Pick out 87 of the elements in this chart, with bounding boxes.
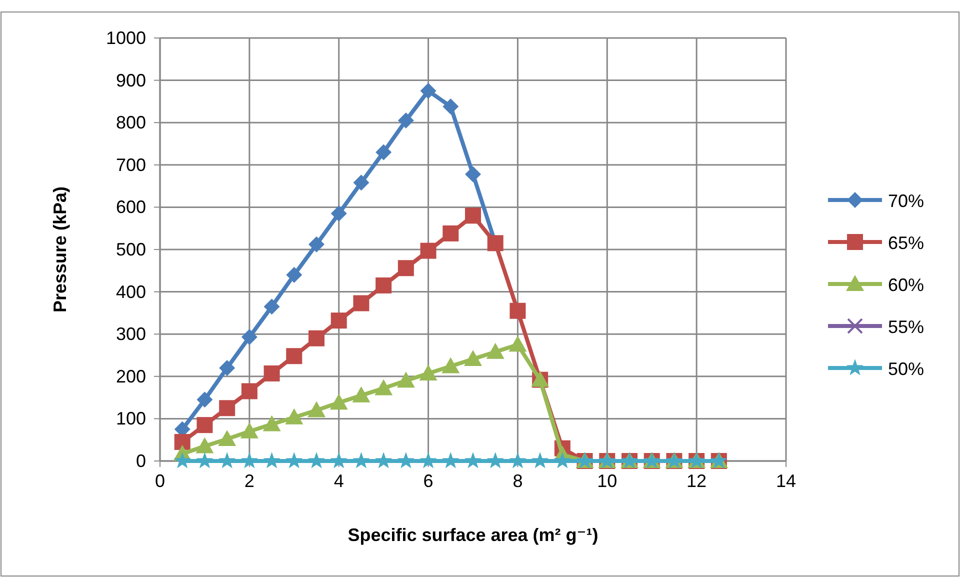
point	[353, 174, 370, 191]
point	[286, 348, 302, 364]
point	[396, 372, 415, 388]
point	[330, 312, 347, 329]
legend-label: 55%	[888, 317, 924, 337]
point	[352, 452, 370, 468]
point	[508, 336, 527, 352]
point	[352, 386, 370, 402]
point	[464, 350, 482, 366]
point	[264, 365, 280, 382]
point	[219, 400, 236, 416]
point	[241, 383, 258, 400]
point	[353, 295, 370, 312]
point	[374, 379, 393, 396]
point	[554, 452, 571, 468]
point	[465, 208, 481, 224]
point	[420, 82, 436, 99]
point	[532, 452, 549, 468]
point	[464, 452, 482, 468]
point	[286, 266, 302, 283]
legend-label: 65%	[888, 233, 924, 253]
point	[308, 330, 324, 346]
point	[241, 329, 258, 346]
point	[219, 360, 236, 376]
x-tick-label: 4	[334, 471, 344, 491]
point	[286, 452, 303, 468]
point	[375, 452, 392, 468]
y-tick-label: 100	[116, 408, 146, 429]
legend-label: 50%	[888, 359, 924, 379]
point	[398, 260, 414, 276]
x-tick-label: 0	[154, 471, 166, 491]
point	[442, 225, 459, 242]
point	[398, 112, 414, 128]
point	[240, 422, 258, 438]
point	[196, 392, 213, 408]
y-tick-label: 0	[136, 451, 146, 471]
point	[486, 342, 504, 359]
point	[376, 277, 392, 294]
point	[465, 166, 481, 182]
point	[196, 452, 214, 468]
legend-label: 60%	[888, 275, 924, 295]
point	[308, 236, 324, 252]
point	[240, 452, 258, 468]
x-tick-label: 2	[244, 471, 254, 491]
point	[442, 357, 460, 374]
legend-label: 70%	[888, 191, 924, 211]
x-tick-label: 10	[597, 471, 618, 491]
x-tick-label: 8	[512, 471, 523, 491]
y-axis-title: Pressure (kPa)	[50, 186, 70, 313]
point	[510, 302, 526, 319]
point	[442, 98, 459, 115]
point	[196, 437, 214, 454]
y-tick-label: 300	[116, 324, 146, 344]
y-tick-label: 200	[116, 366, 146, 386]
point	[419, 364, 438, 380]
y-tick-label: 500	[116, 240, 146, 260]
point	[442, 452, 460, 468]
y-tick-label: 800	[116, 112, 146, 133]
point	[308, 452, 326, 468]
x-axis-title: Specific surface area (m² g⁻¹)	[348, 525, 598, 545]
point	[174, 452, 191, 468]
x-tick-label: 14	[776, 471, 796, 491]
point	[263, 452, 280, 468]
point	[218, 452, 236, 468]
point	[397, 452, 414, 468]
point	[509, 452, 526, 468]
x-tick-label: 12	[686, 471, 707, 491]
y-tick-label: 400	[116, 282, 146, 302]
point	[420, 242, 436, 259]
y-tick-label: 1000	[106, 28, 146, 48]
point	[420, 452, 437, 468]
y-tick-label: 900	[116, 70, 146, 90]
point	[486, 452, 504, 468]
point	[218, 430, 236, 446]
y-tick-label: 600	[116, 197, 146, 218]
point	[308, 401, 326, 418]
point	[376, 144, 392, 160]
point	[264, 298, 280, 315]
point	[330, 452, 348, 468]
point	[262, 415, 281, 432]
point	[285, 408, 304, 424]
point	[174, 434, 190, 450]
y-tick-label: 700	[116, 154, 146, 175]
point	[330, 394, 348, 410]
point	[196, 417, 213, 434]
point	[330, 206, 347, 222]
x-tick-label: 6	[423, 471, 434, 491]
